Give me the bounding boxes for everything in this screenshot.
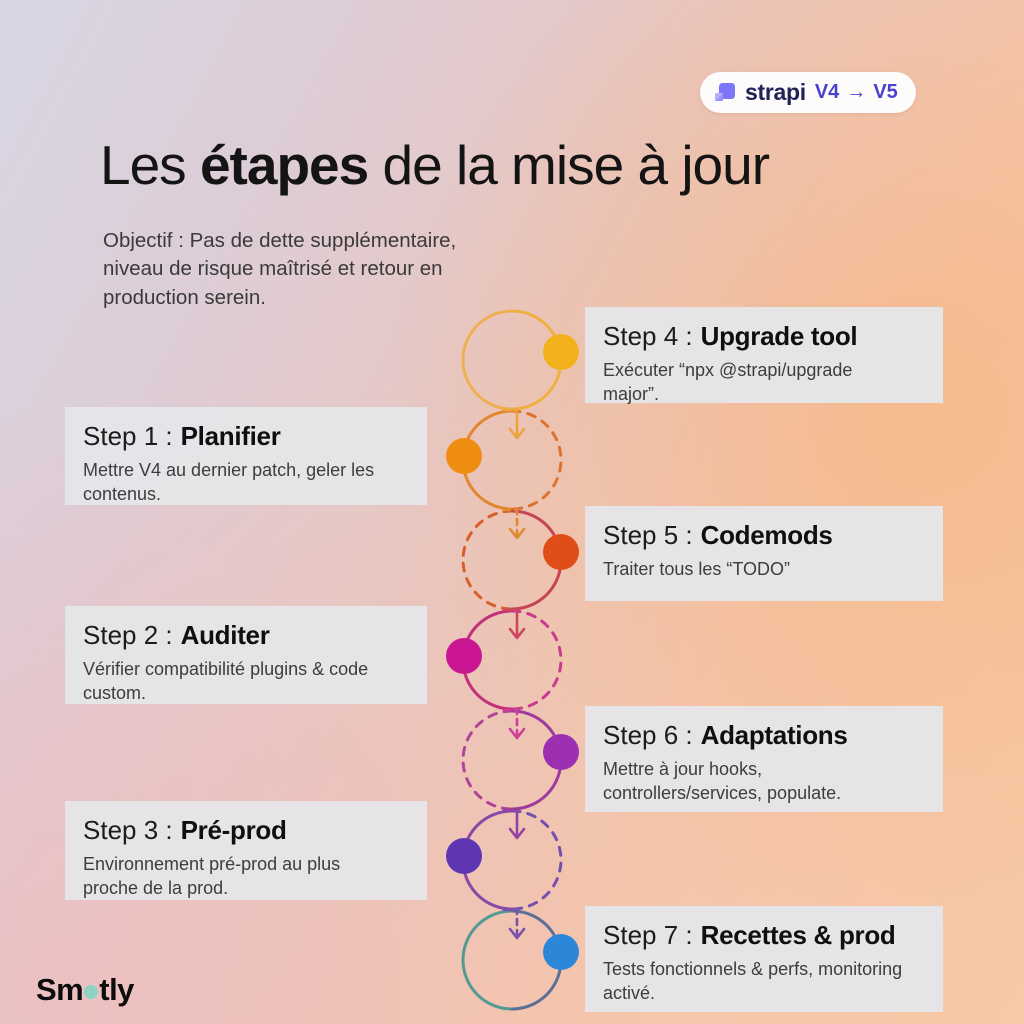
step-card-3: Step 3 : Pré-prod Environnement pré-prod … bbox=[65, 801, 427, 900]
timeline-dot-5 bbox=[543, 734, 579, 770]
step-title: Pré-prod bbox=[180, 815, 287, 845]
step-description: Environnement pré-prod au plus proche de… bbox=[83, 854, 341, 898]
version-to: V5 bbox=[873, 81, 898, 103]
step-description: Mettre à jour hooks, controllers/service… bbox=[603, 759, 842, 803]
step-card-5: Step 5 : Codemods Traiter tous les “TODO” bbox=[585, 506, 943, 601]
timeline-graphic bbox=[446, 309, 579, 1011]
version-from: V4 bbox=[814, 81, 840, 103]
objective-text: Objectif : Pas de dette supplémentaire, … bbox=[103, 229, 457, 309]
step-label: Step 6 : bbox=[603, 720, 693, 750]
logo-dot-icon bbox=[84, 985, 99, 999]
timeline-dot-7 bbox=[543, 934, 579, 970]
step-label: Step 4 : bbox=[603, 321, 693, 351]
step-title: Adaptations bbox=[700, 720, 848, 750]
step-title: Auditer bbox=[180, 620, 270, 650]
timeline-dot-6 bbox=[446, 838, 482, 874]
title-prefix: Les bbox=[100, 134, 200, 196]
timeline-arrow-3 bbox=[502, 608, 526, 640]
step-label: Step 2 : bbox=[83, 620, 173, 650]
version-transition: V4 → V5 bbox=[815, 81, 898, 104]
step-heading: Step 1 : Planifier bbox=[83, 421, 409, 452]
logo-text-pre: Sm bbox=[36, 972, 84, 1007]
timeline-dot-4 bbox=[446, 638, 482, 674]
step-heading: Step 5 : Codemods bbox=[603, 520, 925, 551]
timeline-arrow-5 bbox=[502, 808, 526, 840]
title-suffix: de la mise à jour bbox=[368, 134, 771, 196]
step-heading: Step 3 : Pré-prod bbox=[83, 815, 409, 846]
step-label: Step 1 : bbox=[83, 421, 173, 451]
timeline-dot-2 bbox=[446, 438, 482, 474]
step-description: Mettre V4 au dernier patch, geler les co… bbox=[83, 460, 375, 504]
step-card-6: Step 6 : Adaptations Mettre à jour hooks,… bbox=[585, 706, 943, 812]
step-description: Exécuter “npx @strapi/upgrade major”. bbox=[603, 360, 853, 404]
timeline-arrow-2 bbox=[502, 508, 526, 540]
arrow-right-icon: → bbox=[846, 81, 867, 103]
step-title: Codemods bbox=[700, 520, 833, 550]
timeline-arrow-4 bbox=[502, 708, 526, 740]
step-description: Traiter tous les “TODO” bbox=[603, 559, 791, 579]
timeline-dot-1 bbox=[543, 334, 579, 370]
strapi-badge: strapi V4 → V5 bbox=[700, 72, 916, 113]
timeline-arrow-6 bbox=[502, 908, 526, 940]
step-card-4: Step 4 : Upgrade tool Exécuter “npx @stra… bbox=[585, 307, 943, 404]
step-card-1: Step 1 : Planifier Mettre V4 au dernier p… bbox=[65, 407, 427, 505]
step-title: Recettes & prod bbox=[700, 920, 896, 950]
brand-logo: Sm tly bbox=[36, 972, 134, 1008]
strapi-logo-icon bbox=[714, 82, 736, 104]
logo-text-post: tly bbox=[99, 972, 134, 1007]
step-label: Step 3 : bbox=[83, 815, 173, 845]
step-title: Upgrade tool bbox=[700, 321, 858, 351]
timeline-dot-3 bbox=[543, 534, 579, 570]
step-card-7: Step 7 : Recettes & prod Tests fonctionne… bbox=[585, 906, 943, 1012]
strapi-brand-text: strapi bbox=[745, 79, 806, 105]
step-heading: Step 2 : Auditer bbox=[83, 620, 409, 651]
step-label: Step 5 : bbox=[603, 520, 693, 550]
step-heading: Step 6 : Adaptations bbox=[603, 720, 925, 751]
step-description: Vérifier compatibilité plugins & code cu… bbox=[83, 659, 369, 703]
page-title: Les étapes de la mise à jour bbox=[100, 133, 771, 197]
title-highlight: étapes bbox=[199, 134, 369, 196]
step-description: Tests fonctionnels & perfs, monitoring a… bbox=[603, 959, 903, 1003]
timeline-arrow-1 bbox=[502, 408, 526, 440]
step-heading: Step 4 : Upgrade tool bbox=[603, 321, 925, 352]
step-title: Planifier bbox=[180, 421, 281, 451]
step-label: Step 7 : bbox=[603, 920, 693, 950]
step-card-2: Step 2 : Auditer Vérifier compatibilité p… bbox=[65, 606, 427, 704]
step-heading: Step 7 : Recettes & prod bbox=[603, 920, 925, 951]
